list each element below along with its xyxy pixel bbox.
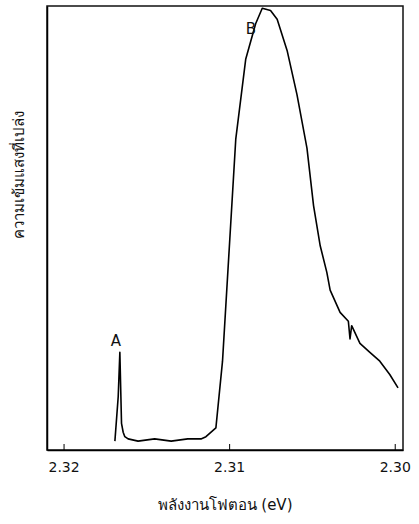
annotation: B <box>246 20 256 38</box>
x-tick-mark <box>395 444 396 450</box>
x-tick-label: 2.32 <box>48 459 79 475</box>
y-axis-line <box>47 7 49 451</box>
x-tick-mark <box>64 444 65 450</box>
x-tick-mark <box>229 444 230 450</box>
x-axis-title: พลังงานโฟตอน (eV) <box>158 496 293 514</box>
x-axis: 2.32 2.31 2.30 <box>48 444 411 475</box>
y-axis <box>47 7 48 451</box>
marks <box>115 8 398 441</box>
x-tick: 2.32 <box>48 444 79 475</box>
x-tick-label: 2.30 <box>380 459 411 475</box>
x-tick-label: 2.31 <box>214 459 245 475</box>
x-axis-line <box>48 450 404 452</box>
plot-frame <box>47 6 403 450</box>
chart: 2.32 2.31 2.30 A B พลังงานโฟตอน (eV) ความเข้มแ… <box>0 0 419 524</box>
annotation: A <box>111 332 122 350</box>
x-tick: 2.31 <box>214 444 245 475</box>
y-axis-title: ความเข้มแสงที่เปล่ง <box>8 111 28 239</box>
x-tick: 2.30 <box>380 444 411 475</box>
spectrum-line <box>115 8 398 441</box>
plot: 2.32 2.31 2.30 A B <box>47 6 411 475</box>
